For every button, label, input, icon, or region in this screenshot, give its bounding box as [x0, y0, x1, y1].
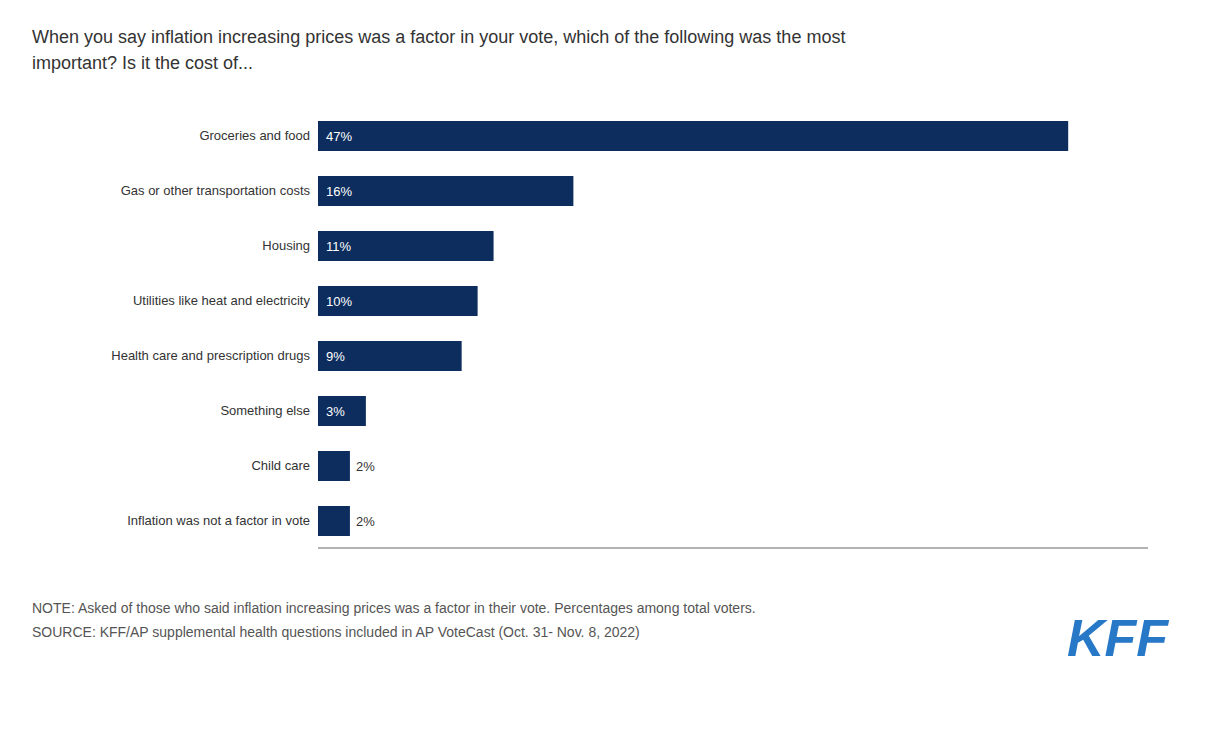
svg-text:3%: 3% — [326, 404, 345, 419]
svg-text:Housing: Housing — [262, 238, 310, 253]
svg-text:Health care and prescription d: Health care and prescription drugs — [111, 348, 310, 363]
svg-text:16%: 16% — [326, 184, 352, 199]
svg-text:Utilities like heat and electr: Utilities like heat and electricity — [133, 293, 311, 308]
svg-text:47%: 47% — [326, 129, 352, 144]
svg-text:11%: 11% — [326, 239, 351, 254]
html-text:SOURCE: KFF/AP supplemental he: SOURCE: KFF/AP supplemental health quest… — [32, 624, 640, 640]
svg-text:Something else: Something else — [220, 403, 310, 418]
svg-text:2%: 2% — [356, 459, 375, 474]
svg-text:Gas or other transportation co: Gas or other transportation costs — [121, 183, 311, 198]
svg-text:Groceries and food: Groceries and food — [199, 128, 310, 143]
html-text:When you say inflation increas: When you say inflation increasing prices… — [32, 27, 846, 73]
svg-text:Child care: Child care — [251, 458, 310, 473]
svg-text:10%: 10% — [326, 294, 352, 309]
svg-text:9%: 9% — [326, 349, 345, 364]
svg-text:Inflation was not a factor in: Inflation was not a factor in vote — [127, 513, 310, 528]
html-text:NOTE: Asked of those who said: NOTE: Asked of those who said inflation … — [32, 600, 756, 616]
html-text:KFF: KFF — [1066, 609, 1168, 667]
svg-text:2%: 2% — [356, 514, 375, 529]
